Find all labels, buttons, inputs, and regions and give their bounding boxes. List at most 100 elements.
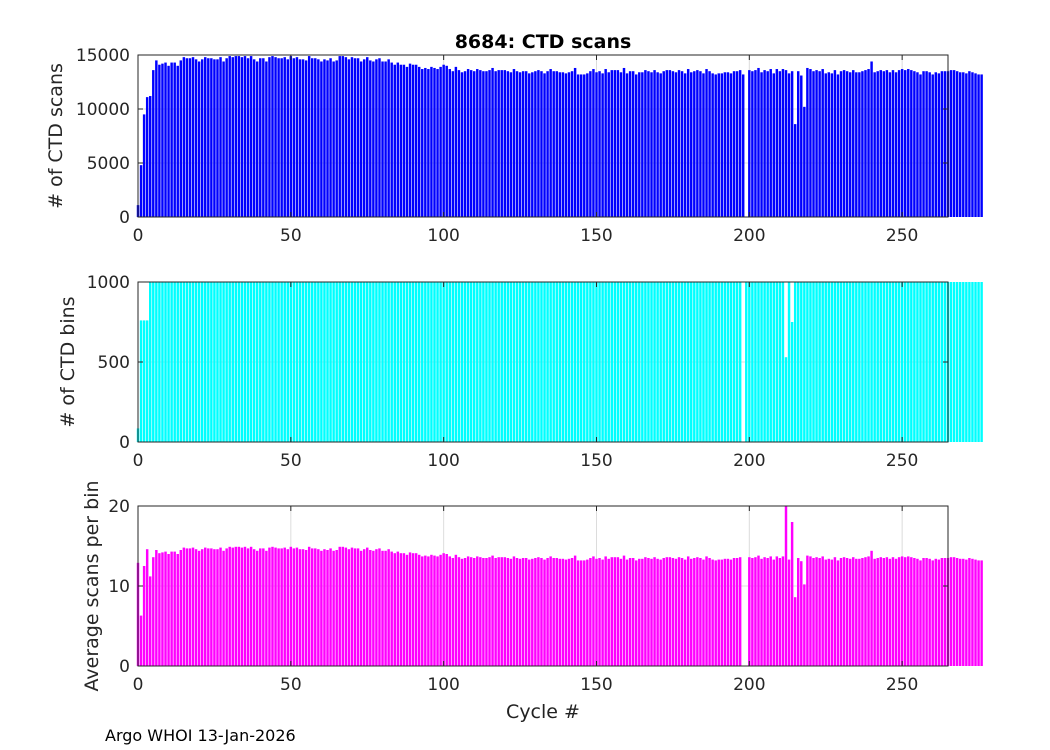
bar-cycle-3 xyxy=(145,97,149,217)
bar-cycle-109 xyxy=(469,70,473,218)
bar-cycle-65 xyxy=(335,60,338,218)
bar-cycle-237 xyxy=(861,282,864,442)
bar-cycle-266 xyxy=(949,282,953,442)
bar-cycle-205 xyxy=(763,70,766,218)
bar-cycle-194 xyxy=(729,282,733,442)
bar-cycle-100 xyxy=(442,282,445,442)
bar-cycle-96 xyxy=(430,554,433,666)
bar-cycle-203 xyxy=(757,282,760,442)
bar-cycle-214 xyxy=(790,522,794,666)
bar-cycle-6 xyxy=(155,550,158,666)
bar-cycle-54 xyxy=(301,59,305,217)
bar-cycle-243 xyxy=(879,70,882,218)
bar-cycle-220 xyxy=(809,69,812,217)
bar-cycle-231 xyxy=(842,557,846,666)
bar-cycle-200 xyxy=(748,557,751,666)
bar-cycle-65 xyxy=(335,282,338,442)
bar-cycle-227 xyxy=(830,73,834,217)
bar-cycle-228 xyxy=(833,557,837,666)
bar-cycle-3 xyxy=(145,320,149,442)
bar-cycle-14 xyxy=(179,550,183,666)
bar-cycle-14 xyxy=(179,60,183,218)
bar-cycle-175 xyxy=(671,71,675,217)
bar-cycle-119 xyxy=(500,557,503,666)
bar-cycle-72 xyxy=(356,548,360,666)
bar-cycle-211 xyxy=(781,282,785,442)
bar-cycle-153 xyxy=(604,282,607,442)
bar-cycle-230 xyxy=(839,71,843,217)
bar-cycle-187 xyxy=(708,558,711,666)
bar-cycle-179 xyxy=(683,73,687,217)
bar-cycle-136 xyxy=(552,282,555,442)
bar-cycle-182 xyxy=(693,558,696,666)
bar-cycle-107 xyxy=(463,558,467,666)
bar-cycle-251 xyxy=(903,557,907,666)
bar-cycle-115 xyxy=(488,557,491,666)
bar-cycle-181 xyxy=(690,282,693,442)
bar-cycle-139 xyxy=(561,282,565,442)
bar-cycle-206 xyxy=(766,282,769,442)
bar-cycle-48 xyxy=(283,57,286,217)
bar-cycle-22 xyxy=(204,547,207,666)
bar-cycle-20 xyxy=(197,282,201,442)
bar-cycle-139 xyxy=(561,558,565,666)
bar-cycle-259 xyxy=(928,558,931,666)
bar-cycle-42 xyxy=(265,282,268,442)
bar-cycle-243 xyxy=(879,282,882,442)
bar-cycle-17 xyxy=(188,282,192,442)
bar-cycle-192 xyxy=(723,282,727,442)
bar-cycle-137 xyxy=(555,71,558,217)
bar-cycle-256 xyxy=(919,74,922,217)
bar-cycle-141 xyxy=(567,282,571,442)
bar-cycle-160 xyxy=(625,73,629,217)
bar-cycle-231 xyxy=(842,70,846,218)
bar-cycle-143 xyxy=(573,282,577,442)
bar-cycle-241 xyxy=(873,72,876,217)
bar-cycle-107 xyxy=(463,71,467,217)
bar-cycle-258 xyxy=(925,558,928,666)
bar-cycle-173 xyxy=(665,70,669,218)
bar-cycle-241 xyxy=(873,282,876,442)
bar-cycle-196 xyxy=(735,558,739,666)
bar-cycle-276 xyxy=(980,74,983,217)
bar-cycle-244 xyxy=(882,71,886,217)
x-tick-label: 250 xyxy=(886,451,918,471)
bar-cycle-146 xyxy=(583,74,586,217)
bar-cycle-193 xyxy=(726,72,730,217)
bar-cycle-34 xyxy=(240,282,244,442)
bar-cycle-105 xyxy=(457,282,461,442)
bar-cycle-4 xyxy=(149,96,152,217)
bar-cycle-202 xyxy=(754,282,757,442)
bar-cycle-37 xyxy=(249,546,253,666)
bar-cycle-26 xyxy=(216,549,219,666)
bar-cycle-66 xyxy=(338,56,341,217)
bar-cycle-211 xyxy=(781,69,785,217)
bar-cycle-110 xyxy=(473,71,476,217)
bar-cycle-9 xyxy=(164,551,167,666)
bar-cycle-269 xyxy=(959,72,962,217)
bar-cycle-185 xyxy=(702,282,705,442)
bar-cycle-38 xyxy=(252,282,256,442)
bar-cycle-258 xyxy=(925,282,928,442)
bar-cycle-117 xyxy=(494,282,497,442)
bar-cycle-81 xyxy=(384,61,387,218)
bar-cycle-53 xyxy=(298,59,302,217)
bar-cycle-60 xyxy=(320,282,323,442)
bar-cycle-18 xyxy=(191,57,195,217)
bar-cycle-15 xyxy=(182,282,186,442)
bar-cycle-129 xyxy=(531,558,534,666)
bar-cycle-226 xyxy=(827,72,831,217)
bar-cycle-21 xyxy=(200,282,204,442)
bar-cycle-137 xyxy=(555,282,558,442)
bar-cycle-253 xyxy=(910,282,913,442)
bar-cycle-185 xyxy=(702,559,705,666)
bar-cycle-48 xyxy=(283,547,286,666)
bar-cycle-105 xyxy=(457,557,461,666)
bar-cycle-33 xyxy=(237,546,241,666)
bar-cycle-248 xyxy=(894,72,898,217)
bar-cycle-56 xyxy=(307,282,311,442)
bar-cycle-45 xyxy=(274,282,277,442)
bar-cycle-128 xyxy=(528,282,531,442)
bar-cycle-142 xyxy=(570,71,574,217)
